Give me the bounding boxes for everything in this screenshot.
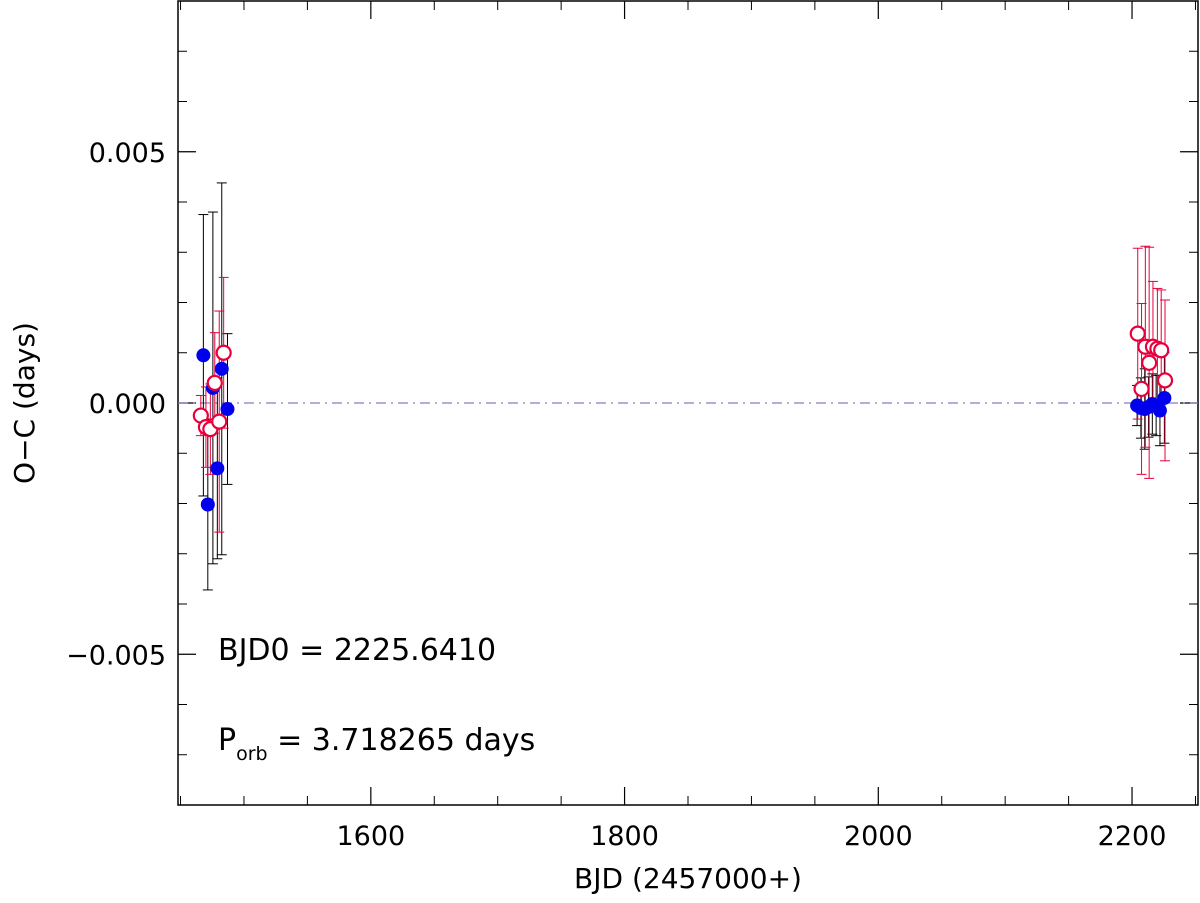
filled-data-point	[214, 361, 229, 376]
filled-data-point	[200, 497, 215, 512]
marker-layer	[192, 325, 1174, 512]
x-axis-label: BJD (2457000+)	[574, 862, 802, 895]
open-data-point	[1156, 372, 1174, 389]
errorbar-layer	[195, 182, 1171, 591]
filled-data-point	[1157, 390, 1172, 405]
open-data-point	[1129, 325, 1146, 342]
y-tick-label: 0.005	[89, 138, 166, 169]
period-subscript: orb	[236, 743, 268, 765]
period-annotation: Porb = 3.718265 days	[218, 723, 535, 765]
x-tick-label: 2200	[1098, 821, 1167, 852]
period-value: = 3.718265 days	[268, 723, 536, 758]
y-tick-label: −0.005	[66, 640, 166, 671]
epoch-annotation: BJD0 = 2225.6410	[218, 633, 496, 668]
open-data-point	[1133, 380, 1150, 398]
label-layer: BJD (2457000+) O−C (days) BJD0 = 2225.64…	[8, 322, 802, 895]
filled-data-point	[210, 461, 225, 476]
open-data-point	[1153, 342, 1170, 359]
ticks-layer: 1600 1800 2000 2200 −0.005 0.000 0.005	[66, 0, 1198, 852]
x-tick-label: 1800	[590, 821, 659, 852]
y-tick-label: 0.000	[89, 389, 166, 420]
y-axis-label: O−C (days)	[8, 322, 41, 484]
filled-data-point	[1152, 403, 1167, 418]
open-data-point	[215, 344, 232, 361]
open-data-point	[1141, 354, 1158, 371]
x-tick-label: 1600	[336, 821, 405, 852]
filled-data-point	[220, 402, 235, 417]
period-symbol: P	[218, 723, 236, 758]
filled-data-point	[196, 348, 211, 363]
open-data-point	[211, 413, 228, 430]
open-data-point	[206, 374, 223, 391]
x-tick-label: 2000	[844, 821, 913, 852]
